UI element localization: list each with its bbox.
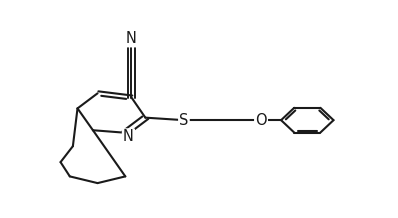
Text: O: O [255, 113, 267, 128]
Text: N: N [123, 129, 134, 145]
Text: N: N [126, 31, 137, 46]
Text: S: S [179, 113, 189, 128]
